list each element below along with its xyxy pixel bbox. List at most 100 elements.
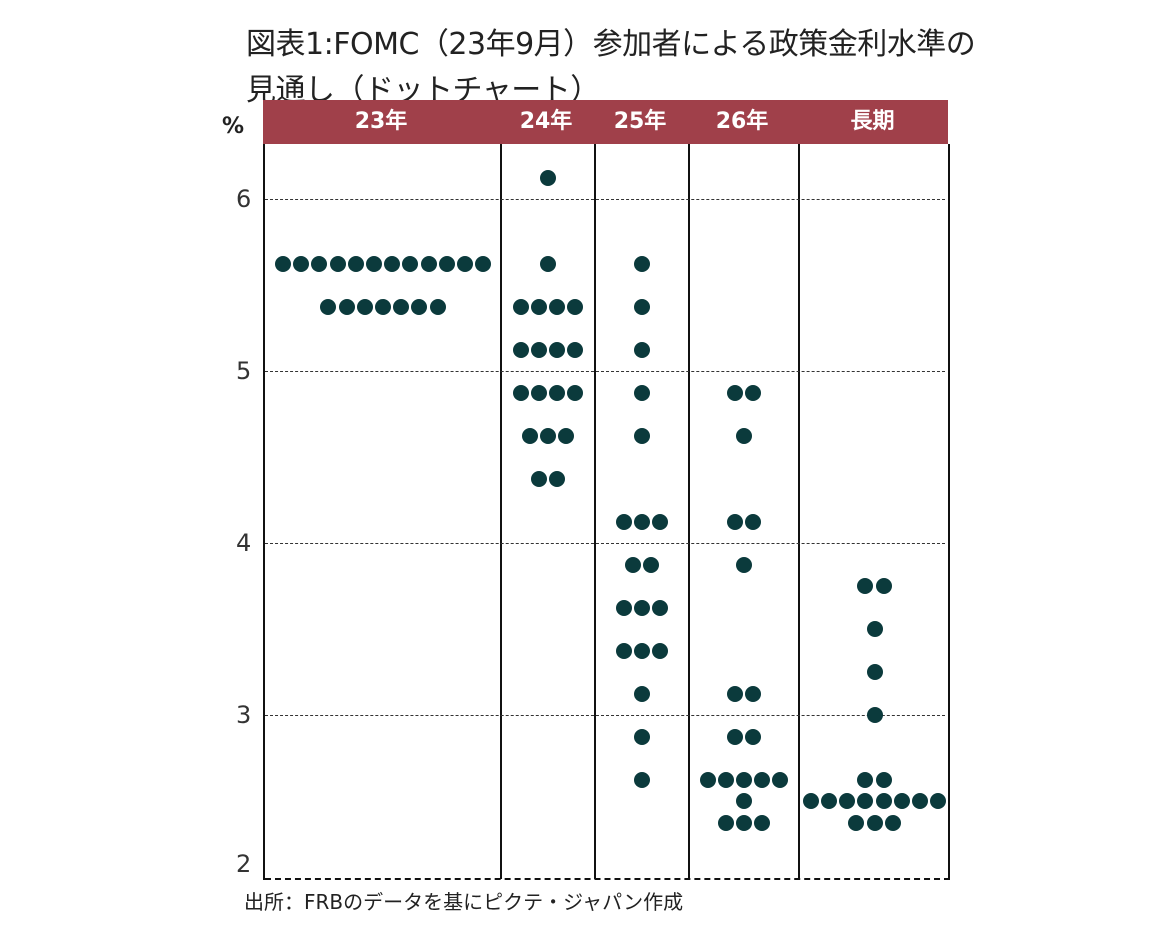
projection-dot xyxy=(347,255,364,272)
projection-dot xyxy=(726,728,743,745)
projection-dot xyxy=(634,771,650,788)
title-line-1: 図表1:FOMC（23年9月）参加者による政策金利水準の xyxy=(246,27,976,62)
projection-dot xyxy=(745,728,762,745)
projection-dot xyxy=(857,771,874,788)
projection-dot xyxy=(893,793,910,809)
y-tick-6: 6 xyxy=(236,185,252,213)
chart-title: 図表1:FOMC（23年9月）参加者による政策金利水準の 見通し（ドットチャート… xyxy=(246,22,976,114)
projection-dot xyxy=(736,556,752,573)
projection-dot xyxy=(821,793,837,809)
gridline-4 xyxy=(265,543,945,544)
projection-dot xyxy=(866,664,883,680)
projection-dot xyxy=(634,255,650,272)
column-header-3: 26年 xyxy=(715,109,769,134)
projection-dot xyxy=(717,771,734,788)
projection-dot xyxy=(438,255,455,272)
projection-dot xyxy=(393,298,410,315)
column-divider xyxy=(798,144,800,879)
projection-dot xyxy=(320,298,337,315)
projection-dot xyxy=(558,427,575,444)
projection-dot xyxy=(567,384,584,401)
column-divider xyxy=(500,144,502,879)
projection-dot xyxy=(634,642,650,659)
projection-dot xyxy=(338,298,355,315)
projection-dot xyxy=(512,298,529,315)
y-tick-4: 4 xyxy=(236,529,252,557)
projection-dot xyxy=(634,599,650,616)
projection-dot xyxy=(615,513,632,530)
projection-dot xyxy=(717,814,734,831)
projection-dot xyxy=(839,793,856,809)
projection-dot xyxy=(384,255,401,272)
projection-dot xyxy=(634,685,650,702)
y-tick-3: 3 xyxy=(236,701,252,729)
projection-dot xyxy=(512,384,529,401)
projection-dot xyxy=(634,341,650,358)
projection-dot xyxy=(311,255,328,272)
projection-dot xyxy=(429,298,446,315)
gridline-3 xyxy=(265,715,945,716)
projection-dot xyxy=(930,793,947,809)
projection-dot xyxy=(699,771,716,788)
projection-dot xyxy=(652,642,669,659)
projection-dot xyxy=(754,771,771,788)
projection-dot xyxy=(866,621,883,637)
projection-dot xyxy=(475,255,492,272)
projection-dot xyxy=(745,513,762,530)
projection-dot xyxy=(293,255,310,272)
projection-dot xyxy=(736,771,752,788)
plot-right-border xyxy=(948,144,950,879)
projection-dot xyxy=(567,341,584,358)
projection-dot xyxy=(736,427,752,444)
projection-dot xyxy=(540,427,556,444)
projection-dot xyxy=(643,556,660,573)
column-divider xyxy=(688,144,690,879)
projection-dot xyxy=(634,384,650,401)
projection-dot xyxy=(530,341,547,358)
projection-dot xyxy=(736,814,752,831)
projection-dot xyxy=(375,298,391,315)
column-header-band: 23年 24年 25年 26年 長期 xyxy=(263,100,948,144)
projection-dot xyxy=(411,298,428,315)
projection-dot xyxy=(726,384,743,401)
y-axis-unit: % xyxy=(222,114,245,139)
projection-dot xyxy=(540,255,556,272)
dot-plot-area xyxy=(263,144,950,880)
projection-dot xyxy=(736,793,752,809)
projection-dot xyxy=(402,255,419,272)
projection-dot xyxy=(274,255,291,272)
column-header-0: 23年 xyxy=(354,109,408,134)
projection-dot xyxy=(772,771,789,788)
projection-dot xyxy=(567,298,584,315)
projection-dot xyxy=(884,814,901,831)
gridline-6 xyxy=(265,199,945,200)
projection-dot xyxy=(652,599,669,616)
column-header-4: 長期 xyxy=(850,109,895,134)
projection-dot xyxy=(857,578,874,594)
projection-dot xyxy=(530,470,547,487)
projection-dot xyxy=(456,255,473,272)
projection-dot xyxy=(549,470,566,487)
y-tick-5: 5 xyxy=(236,357,252,385)
projection-dot xyxy=(634,728,650,745)
projection-dot xyxy=(549,298,566,315)
projection-dot xyxy=(634,427,650,444)
projection-dot xyxy=(530,384,547,401)
projection-dot xyxy=(875,793,892,809)
projection-dot xyxy=(754,814,771,831)
column-header-1: 24年 xyxy=(519,109,573,134)
projection-dot xyxy=(549,384,566,401)
projection-dot xyxy=(356,298,373,315)
source-note: 出所：FRBのデータを基にピクテ・ジャパン作成 xyxy=(244,890,684,914)
column-divider xyxy=(594,144,596,879)
projection-dot xyxy=(912,793,928,809)
projection-dot xyxy=(745,685,762,702)
projection-dot xyxy=(634,513,650,530)
projection-dot xyxy=(866,814,883,831)
projection-dot xyxy=(615,599,632,616)
projection-dot xyxy=(365,255,382,272)
projection-dot xyxy=(726,685,743,702)
projection-dot xyxy=(540,169,556,186)
projection-dot xyxy=(530,298,547,315)
projection-dot xyxy=(875,578,892,594)
